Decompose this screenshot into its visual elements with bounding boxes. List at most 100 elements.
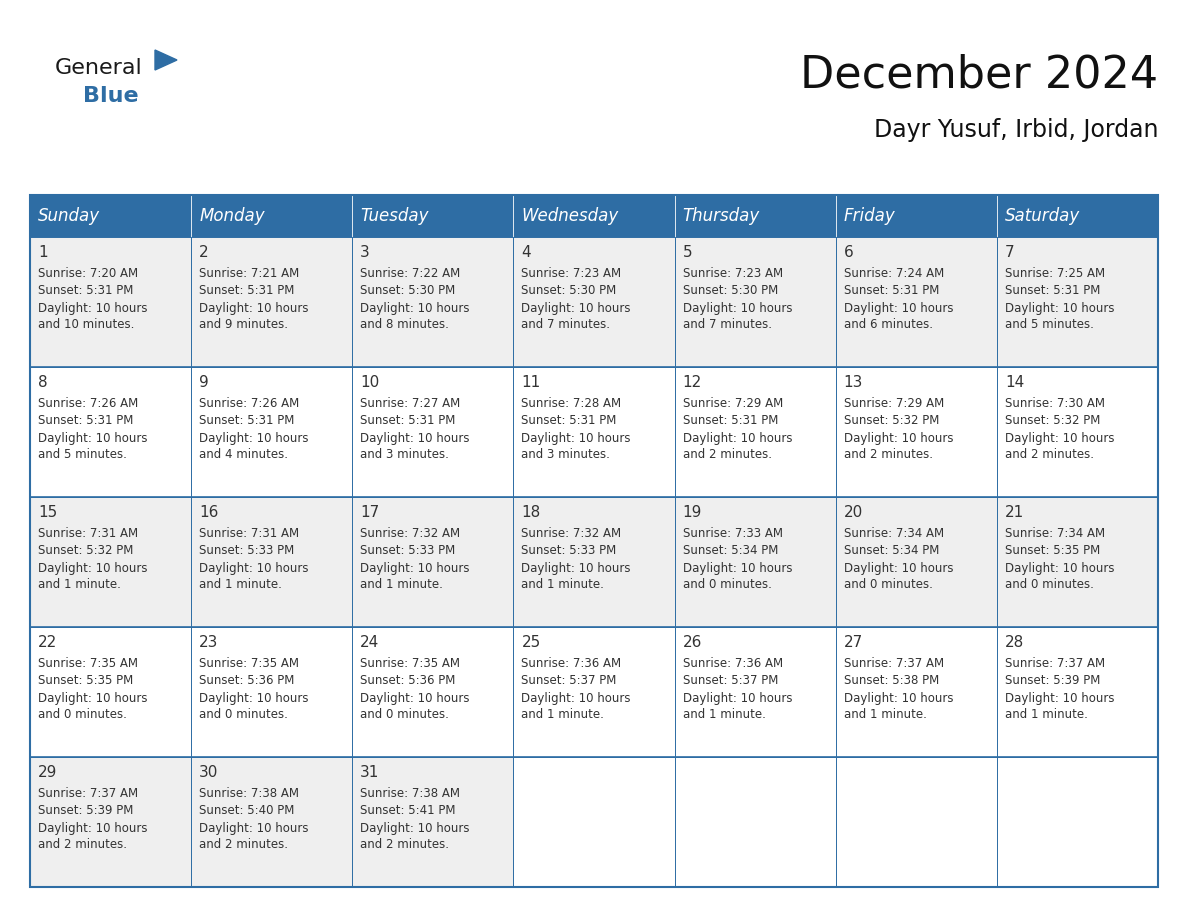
Text: 15: 15: [38, 505, 57, 520]
Text: Sunrise: 7:36 AM: Sunrise: 7:36 AM: [683, 657, 783, 670]
Bar: [30, 195, 191, 237]
Bar: [30, 497, 191, 627]
Text: 1: 1: [38, 245, 48, 260]
Text: Daylight: 10 hours
and 0 minutes.: Daylight: 10 hours and 0 minutes.: [843, 562, 953, 591]
Text: 29: 29: [38, 765, 57, 780]
Text: 18: 18: [522, 505, 541, 520]
Bar: [675, 367, 835, 497]
Text: Sunrise: 7:23 AM: Sunrise: 7:23 AM: [683, 267, 783, 280]
Text: Sunrise: 7:35 AM: Sunrise: 7:35 AM: [360, 657, 460, 670]
Text: Daylight: 10 hours
and 2 minutes.: Daylight: 10 hours and 2 minutes.: [38, 822, 147, 851]
Text: 4: 4: [522, 245, 531, 260]
Text: Daylight: 10 hours
and 0 minutes.: Daylight: 10 hours and 0 minutes.: [200, 692, 309, 721]
Text: 28: 28: [1005, 635, 1024, 650]
Text: Sunrise: 7:36 AM: Sunrise: 7:36 AM: [522, 657, 621, 670]
Bar: [835, 237, 997, 367]
Bar: [835, 757, 997, 887]
Text: 12: 12: [683, 375, 702, 390]
Text: 20: 20: [843, 505, 862, 520]
Text: Sunset: 5:31 PM: Sunset: 5:31 PM: [200, 415, 295, 428]
Text: Daylight: 10 hours
and 1 minute.: Daylight: 10 hours and 1 minute.: [683, 692, 792, 721]
Text: Sunrise: 7:27 AM: Sunrise: 7:27 AM: [360, 397, 461, 410]
Text: 5: 5: [683, 245, 693, 260]
Text: Sunrise: 7:24 AM: Sunrise: 7:24 AM: [843, 267, 944, 280]
Text: Sunday: Sunday: [38, 207, 100, 225]
Text: Daylight: 10 hours
and 1 minute.: Daylight: 10 hours and 1 minute.: [522, 692, 631, 721]
Text: Daylight: 10 hours
and 1 minute.: Daylight: 10 hours and 1 minute.: [38, 562, 147, 591]
Text: Sunrise: 7:32 AM: Sunrise: 7:32 AM: [360, 527, 461, 540]
Text: Dayr Yusuf, Irbid, Jordan: Dayr Yusuf, Irbid, Jordan: [873, 118, 1158, 142]
Text: Daylight: 10 hours
and 8 minutes.: Daylight: 10 hours and 8 minutes.: [360, 302, 469, 331]
Text: Sunrise: 7:31 AM: Sunrise: 7:31 AM: [38, 527, 138, 540]
Text: Daylight: 10 hours
and 1 minute.: Daylight: 10 hours and 1 minute.: [1005, 692, 1114, 721]
Text: 2: 2: [200, 245, 209, 260]
Text: 27: 27: [843, 635, 862, 650]
Text: Sunset: 5:30 PM: Sunset: 5:30 PM: [360, 285, 455, 297]
Text: Sunset: 5:36 PM: Sunset: 5:36 PM: [360, 675, 456, 688]
Text: Sunset: 5:31 PM: Sunset: 5:31 PM: [683, 415, 778, 428]
Text: Sunset: 5:37 PM: Sunset: 5:37 PM: [522, 675, 617, 688]
Text: Sunset: 5:32 PM: Sunset: 5:32 PM: [843, 415, 939, 428]
Bar: [30, 757, 191, 887]
Text: Sunrise: 7:37 AM: Sunrise: 7:37 AM: [38, 787, 138, 800]
Text: Sunrise: 7:20 AM: Sunrise: 7:20 AM: [38, 267, 138, 280]
Bar: [191, 195, 353, 237]
Text: Sunset: 5:36 PM: Sunset: 5:36 PM: [200, 675, 295, 688]
Text: Sunrise: 7:21 AM: Sunrise: 7:21 AM: [200, 267, 299, 280]
Bar: [30, 237, 191, 367]
Bar: [997, 367, 1158, 497]
Text: 31: 31: [360, 765, 380, 780]
Bar: [997, 237, 1158, 367]
Text: Sunset: 5:41 PM: Sunset: 5:41 PM: [360, 804, 456, 818]
Text: 26: 26: [683, 635, 702, 650]
Bar: [191, 757, 353, 887]
Text: Blue: Blue: [83, 86, 139, 106]
Bar: [191, 237, 353, 367]
Text: Sunrise: 7:33 AM: Sunrise: 7:33 AM: [683, 527, 783, 540]
Bar: [353, 367, 513, 497]
Text: Sunset: 5:39 PM: Sunset: 5:39 PM: [38, 804, 133, 818]
Text: Sunset: 5:33 PM: Sunset: 5:33 PM: [522, 544, 617, 557]
Bar: [353, 195, 513, 237]
Text: 23: 23: [200, 635, 219, 650]
Bar: [835, 195, 997, 237]
Text: Daylight: 10 hours
and 2 minutes.: Daylight: 10 hours and 2 minutes.: [843, 432, 953, 461]
Text: Sunset: 5:32 PM: Sunset: 5:32 PM: [1005, 415, 1100, 428]
Text: Daylight: 10 hours
and 1 minute.: Daylight: 10 hours and 1 minute.: [843, 692, 953, 721]
Text: 25: 25: [522, 635, 541, 650]
Bar: [675, 497, 835, 627]
Text: Daylight: 10 hours
and 6 minutes.: Daylight: 10 hours and 6 minutes.: [843, 302, 953, 331]
Text: Sunset: 5:30 PM: Sunset: 5:30 PM: [522, 285, 617, 297]
Text: Sunset: 5:31 PM: Sunset: 5:31 PM: [843, 285, 939, 297]
Text: 14: 14: [1005, 375, 1024, 390]
Text: Sunset: 5:31 PM: Sunset: 5:31 PM: [38, 415, 133, 428]
Text: Sunrise: 7:37 AM: Sunrise: 7:37 AM: [843, 657, 943, 670]
Text: Tuesday: Tuesday: [360, 207, 429, 225]
Text: Sunrise: 7:34 AM: Sunrise: 7:34 AM: [1005, 527, 1105, 540]
Polygon shape: [154, 50, 177, 70]
Text: Saturday: Saturday: [1005, 207, 1080, 225]
Text: 6: 6: [843, 245, 853, 260]
Text: Sunrise: 7:23 AM: Sunrise: 7:23 AM: [522, 267, 621, 280]
Text: Friday: Friday: [843, 207, 896, 225]
Text: Sunset: 5:31 PM: Sunset: 5:31 PM: [200, 285, 295, 297]
Text: Sunset: 5:31 PM: Sunset: 5:31 PM: [360, 415, 456, 428]
Text: Sunrise: 7:29 AM: Sunrise: 7:29 AM: [683, 397, 783, 410]
Text: 22: 22: [38, 635, 57, 650]
Text: Sunset: 5:31 PM: Sunset: 5:31 PM: [522, 415, 617, 428]
Text: Daylight: 10 hours
and 0 minutes.: Daylight: 10 hours and 0 minutes.: [360, 692, 469, 721]
Text: Sunrise: 7:38 AM: Sunrise: 7:38 AM: [200, 787, 299, 800]
Text: Sunrise: 7:34 AM: Sunrise: 7:34 AM: [843, 527, 943, 540]
Bar: [30, 627, 191, 757]
Text: Sunset: 5:33 PM: Sunset: 5:33 PM: [360, 544, 455, 557]
Text: Daylight: 10 hours
and 9 minutes.: Daylight: 10 hours and 9 minutes.: [200, 302, 309, 331]
Text: Daylight: 10 hours
and 1 minute.: Daylight: 10 hours and 1 minute.: [360, 562, 469, 591]
Text: General: General: [55, 58, 143, 78]
Bar: [191, 367, 353, 497]
Text: Wednesday: Wednesday: [522, 207, 619, 225]
Text: 7: 7: [1005, 245, 1015, 260]
Bar: [835, 497, 997, 627]
Bar: [353, 497, 513, 627]
Bar: [513, 237, 675, 367]
Text: December 2024: December 2024: [800, 53, 1158, 96]
